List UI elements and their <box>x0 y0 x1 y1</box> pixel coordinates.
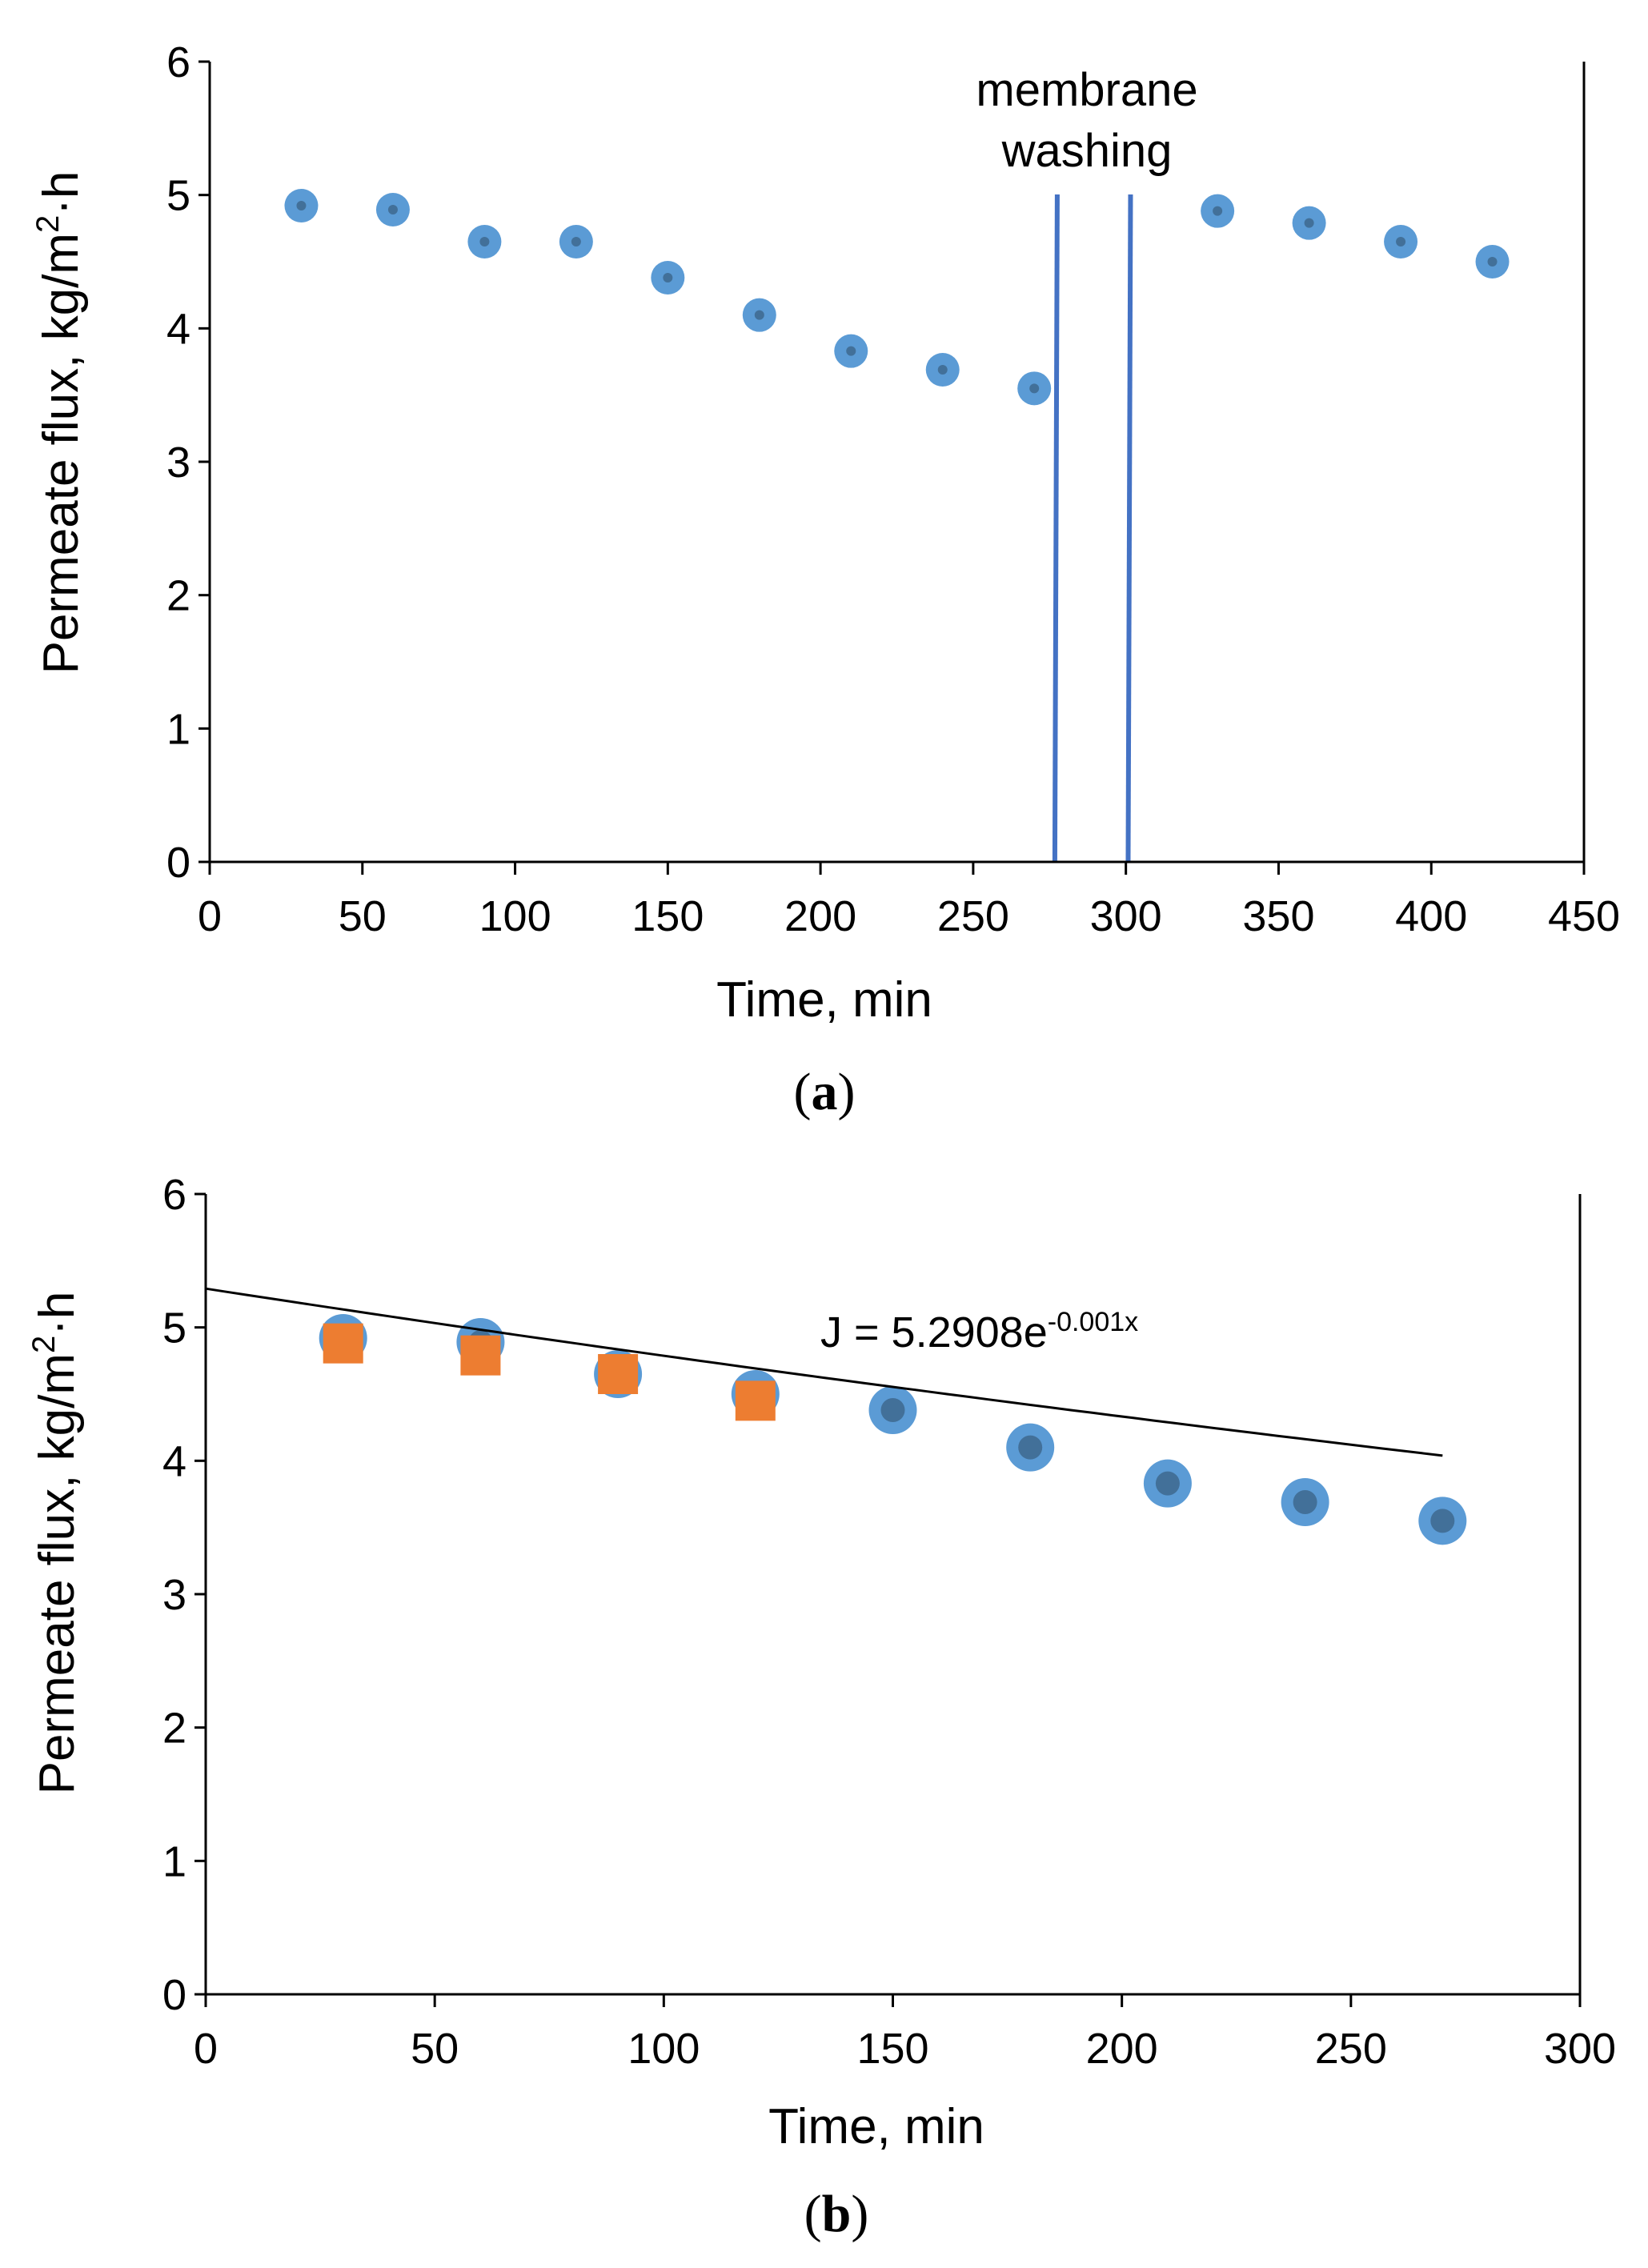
equation-exponent: -0.001x <box>1048 1307 1138 1337</box>
y-tick-label: 2 <box>166 572 190 620</box>
y-tick-label: 0 <box>166 839 190 887</box>
data-points <box>284 189 1510 406</box>
trendline-equation: J = 5.2908e-0.001x <box>820 1307 1138 1356</box>
circle-point-center <box>1487 257 1498 266</box>
panel-label-a-letter: a <box>812 1063 838 1121</box>
y-tick-label: 5 <box>166 172 190 220</box>
x-tick-label: 150 <box>632 892 704 940</box>
x-tick-label: 200 <box>1086 2025 1158 2073</box>
y-tick-labels: 0 1 2 3 4 5 6 <box>166 38 190 887</box>
circle-point-center <box>754 310 764 320</box>
x-tick-label: 300 <box>1090 892 1162 940</box>
y-axis-title-main: Permeate flux, kg/m <box>30 1353 85 1794</box>
circle-point-center <box>1029 383 1040 394</box>
chart-panel-a: 0 1 2 3 4 5 6 0 50 100 150 200 250 300 350 400 450 memb… <box>30 38 1620 1121</box>
trendline <box>205 1287 1443 1457</box>
y-tick-label: 6 <box>166 38 190 86</box>
y-axis-title-main: Permeate flux, kg/m <box>34 233 89 674</box>
equation-main: J = 5.2908e <box>820 1308 1048 1356</box>
trendline-group <box>205 1287 1443 1457</box>
square-point <box>460 1335 501 1376</box>
y-tick-label: 5 <box>162 1304 186 1352</box>
y-axis-title-suffix: ·h <box>30 1292 85 1336</box>
y-tick-label: 3 <box>162 1571 186 1619</box>
x-tick-label: 100 <box>628 2025 700 2073</box>
circle-point-center <box>571 237 581 246</box>
y-axis-title: Permeate flux, kg/m2·h <box>26 1292 85 1795</box>
annotation-line-1: membrane <box>976 64 1197 116</box>
y-tick-label: 0 <box>162 1971 186 2019</box>
circle-point-center <box>663 273 673 282</box>
circle-point-center <box>296 201 307 210</box>
x-tick-label: 150 <box>856 2025 928 2073</box>
x-tick-label: 50 <box>339 892 387 940</box>
y-tick-label: 3 <box>166 439 190 487</box>
annotation-line-2: washing <box>1001 125 1173 177</box>
y-tick-label: 4 <box>166 305 190 353</box>
circle-point-center <box>937 365 948 375</box>
circle-point-center <box>1018 1435 1043 1460</box>
panel-label-a: (a) <box>794 1063 856 1121</box>
circle-point-center <box>846 346 856 356</box>
circle-point-center <box>880 1398 905 1422</box>
x-tick-label: 50 <box>411 2025 459 2073</box>
x-tick-label: 250 <box>937 892 1009 940</box>
circle-point-center <box>1304 218 1314 228</box>
axes <box>194 1192 1582 2007</box>
x-tick-label: 450 <box>1548 892 1620 940</box>
x-tick-labels: 0 50 100 150 200 250 300 350 400 450 <box>198 892 1620 940</box>
y-tick-label: 1 <box>166 705 190 753</box>
y-axis-title: Permeate flux, kg/m2·h <box>30 171 89 675</box>
square-point <box>598 1354 639 1394</box>
x-tick-label: 100 <box>479 892 551 940</box>
circle-point-center <box>1155 1471 1180 1496</box>
y-tick-label: 6 <box>162 1171 186 1219</box>
square-point <box>735 1380 776 1421</box>
x-tick-label: 250 <box>1315 2025 1387 2073</box>
x-tick-label: 400 <box>1395 892 1467 940</box>
x-tick-label: 200 <box>784 892 856 940</box>
y-axis-title-suffix: ·h <box>34 171 89 215</box>
washing-vline <box>1052 194 1060 863</box>
circle-point-center <box>1213 206 1223 216</box>
circle-point-center <box>1293 1490 1317 1514</box>
y-axis-title-sup: 2 <box>26 1336 62 1353</box>
y-tick-labels: 0 1 2 3 4 5 6 <box>162 1171 186 2019</box>
circle-point-center <box>1430 1509 1455 1533</box>
x-tick-label: 0 <box>194 2025 218 2073</box>
y-tick-label: 2 <box>162 1705 186 1753</box>
x-tick-label: 300 <box>1544 2025 1616 2073</box>
y-axis-title-sup: 2 <box>30 215 66 233</box>
circle-point-center <box>479 237 490 246</box>
x-tick-label: 350 <box>1242 892 1314 940</box>
panel-label-b-letter: b <box>822 2185 852 2243</box>
x-tick-labels: 0 50 100 150 200 250 300 <box>194 2025 1616 2073</box>
data-points <box>319 1314 1467 1545</box>
axes <box>198 60 1586 875</box>
y-tick-label: 4 <box>162 1437 186 1485</box>
circle-point-center <box>1396 237 1406 246</box>
washing-vline <box>1125 194 1133 863</box>
circle-point-center <box>387 205 398 214</box>
x-axis-title: Time, min <box>716 972 932 1028</box>
panel-label-b: (b) <box>804 2185 869 2243</box>
square-point <box>323 1323 363 1364</box>
chart-panel-b: 0 1 2 3 4 5 6 0 50 100 150 200 250 300 J = 5.2908e-0… <box>26 1171 1616 2243</box>
washing-markers <box>1052 194 1133 863</box>
x-axis-title: Time, min <box>768 2099 984 2154</box>
x-tick-label: 0 <box>198 892 222 940</box>
y-tick-label: 1 <box>162 1837 186 1885</box>
